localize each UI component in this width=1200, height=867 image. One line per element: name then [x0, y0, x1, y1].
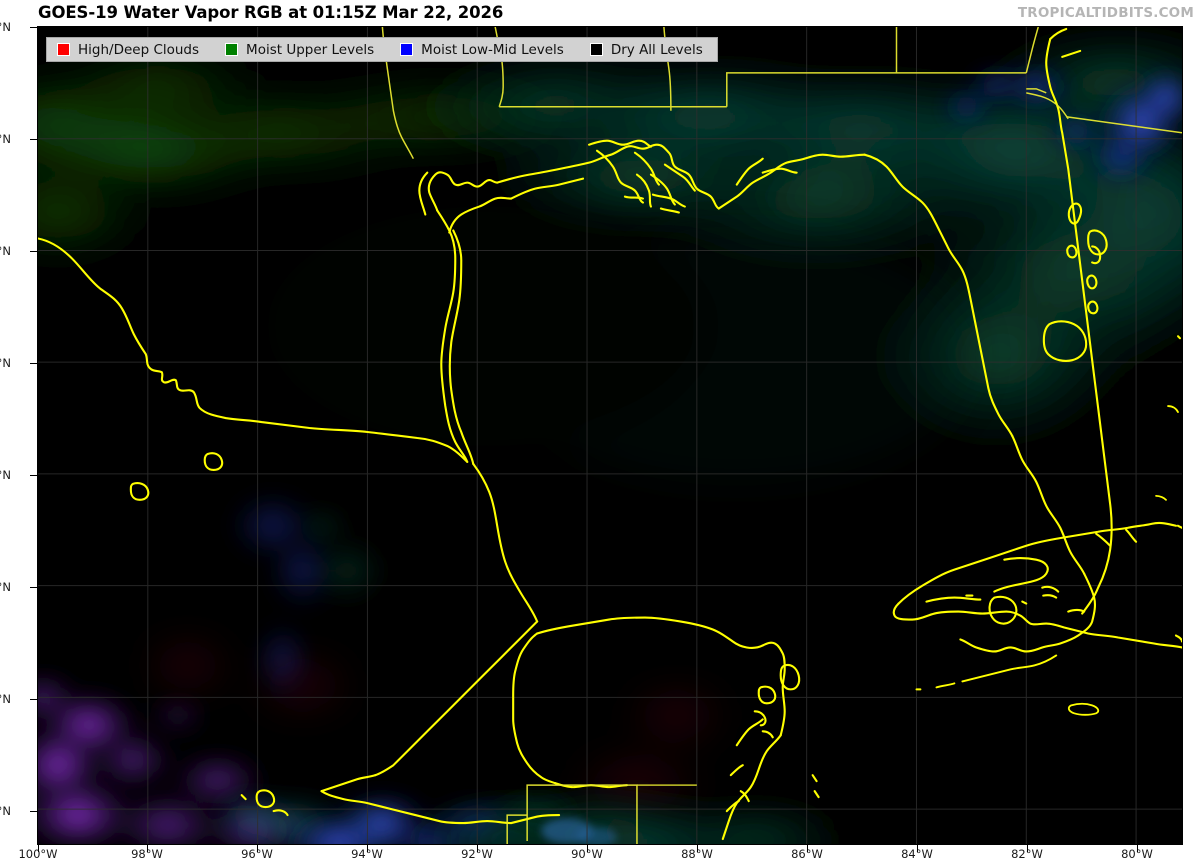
- legend-label-dry-all-levels: Dry All Levels: [610, 41, 703, 58]
- lon-label-96W: 96°W: [241, 847, 273, 861]
- lat-label-20N: 20°N: [0, 692, 11, 706]
- legend-item-dry-all-levels: Dry All Levels: [589, 41, 703, 58]
- lat-tick-22N: [30, 587, 37, 588]
- legend-swatch-green: [225, 43, 239, 56]
- lon-tick-92W: [477, 845, 478, 852]
- legend-item-moist-upper-levels: Moist Upper Levels: [225, 43, 374, 57]
- watermark-tropicaltidbits: TROPICALTIDBITS.COM: [1017, 5, 1194, 21]
- legend-swatch-black: [589, 43, 603, 56]
- lon-tick-90W: [587, 845, 588, 852]
- lon-label-90W: 90°W: [571, 847, 603, 861]
- lon-tick-88W: [697, 845, 698, 852]
- lat-tick-30N: [30, 139, 37, 140]
- lat-label-28N: 28°N: [0, 244, 11, 258]
- lon-label-86W: 86°W: [791, 847, 823, 861]
- lon-label-100W: 100°W: [18, 847, 58, 861]
- lat-label-32N: 32°N: [0, 20, 11, 34]
- lon-tick-80W: [1137, 845, 1138, 852]
- page-title: GOES-19 Water Vapor RGB at 01:15Z Mar 22…: [38, 3, 504, 22]
- legend-label-moist-low-mid-levels: Moist Low-Mid Levels: [421, 41, 564, 58]
- lon-tick-84W: [917, 845, 918, 852]
- legend-swatch-blue: [400, 43, 414, 56]
- legend-item-high-deep-clouds: High/Deep Clouds: [57, 43, 199, 57]
- lon-tick-94W: [367, 845, 368, 852]
- lat-tick-26N: [30, 363, 37, 364]
- satellite-map-plot[interactable]: High/Deep Clouds Moist Upper Levels Mois…: [37, 26, 1183, 845]
- lat-tick-24N: [30, 475, 37, 476]
- lat-label-24N: 24°N: [0, 468, 11, 482]
- lon-tick-82W: [1027, 845, 1028, 852]
- legend-label-moist-upper-levels: Moist Upper Levels: [246, 41, 375, 58]
- lon-label-92W: 92°W: [461, 847, 493, 861]
- lon-tick-96W: [257, 845, 258, 852]
- lon-label-84W: 84°W: [901, 847, 933, 861]
- lat-tick-32N: [30, 27, 37, 28]
- lon-label-88W: 88°W: [681, 847, 713, 861]
- lon-label-80W: 80°W: [1121, 847, 1153, 861]
- lat-tick-28N: [30, 251, 37, 252]
- rgb-channel-legend: High/Deep Clouds Moist Upper Levels Mois…: [46, 37, 718, 62]
- lon-tick-86W: [807, 845, 808, 852]
- lat-label-26N: 26°N: [0, 356, 11, 370]
- lon-label-98W: 98°W: [131, 847, 163, 861]
- lat-label-18N: 18°N: [0, 804, 11, 818]
- legend-swatch-red: [57, 43, 70, 56]
- legend-item-moist-low-mid-levels: Moist Low-Mid Levels: [400, 43, 564, 57]
- lat-tick-18N: [30, 811, 37, 812]
- lat-label-22N: 22°N: [0, 580, 11, 594]
- lon-label-82W: 82°W: [1011, 847, 1043, 861]
- lat-label-30N: 30°N: [0, 132, 11, 146]
- lon-label-94W: 94°W: [351, 847, 383, 861]
- lat-tick-20N: [30, 699, 37, 700]
- legend-label-high-deep-clouds: High/Deep Clouds: [78, 41, 200, 58]
- lon-tick-98W: [147, 845, 148, 852]
- lon-tick-100W: [38, 845, 39, 852]
